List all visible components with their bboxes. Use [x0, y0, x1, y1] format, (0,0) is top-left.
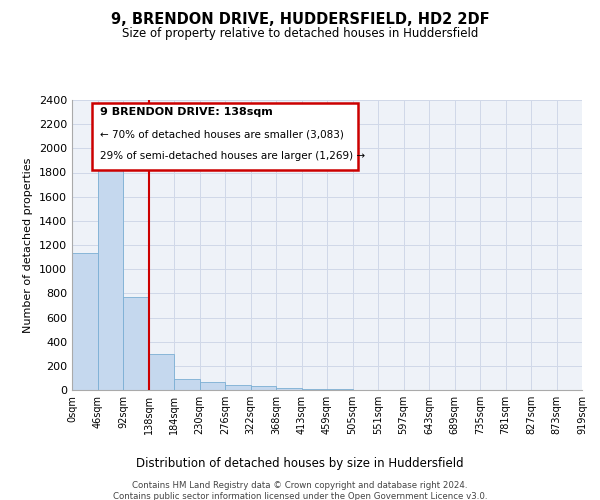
Text: Distribution of detached houses by size in Huddersfield: Distribution of detached houses by size …: [136, 458, 464, 470]
Bar: [174, 379, 199, 390]
Bar: [276, 388, 302, 390]
Bar: [251, 386, 276, 390]
Y-axis label: Number of detached properties: Number of detached properties: [23, 158, 34, 332]
FancyBboxPatch shape: [92, 103, 358, 170]
Text: Contains HM Land Registry data © Crown copyright and database right 2024.: Contains HM Land Registry data © Crown c…: [132, 481, 468, 490]
Bar: [225, 384, 251, 390]
Text: 9 BRENDON DRIVE: 138sqm: 9 BRENDON DRIVE: 138sqm: [100, 108, 273, 118]
Bar: [302, 389, 327, 390]
Text: Contains public sector information licensed under the Open Government Licence v3: Contains public sector information licen…: [113, 492, 487, 500]
Bar: [199, 382, 225, 390]
Text: 29% of semi-detached houses are larger (1,269) →: 29% of semi-detached houses are larger (…: [100, 151, 365, 161]
Bar: [72, 254, 97, 390]
Bar: [123, 297, 149, 390]
Text: ← 70% of detached houses are smaller (3,083): ← 70% of detached houses are smaller (3,…: [100, 129, 344, 139]
Bar: [97, 154, 123, 390]
Text: 9, BRENDON DRIVE, HUDDERSFIELD, HD2 2DF: 9, BRENDON DRIVE, HUDDERSFIELD, HD2 2DF: [110, 12, 490, 28]
Text: Size of property relative to detached houses in Huddersfield: Size of property relative to detached ho…: [122, 28, 478, 40]
Bar: [149, 354, 174, 390]
